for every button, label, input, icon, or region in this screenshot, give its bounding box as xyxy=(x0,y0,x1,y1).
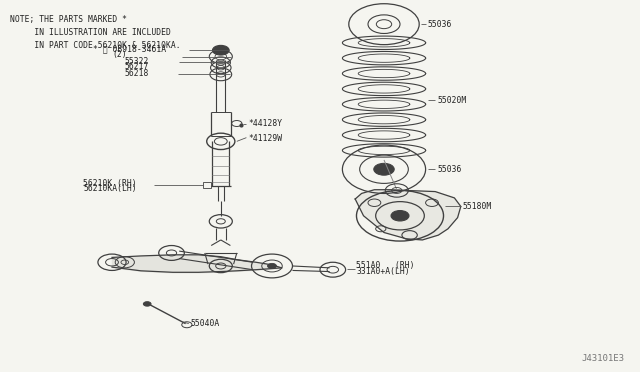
Text: IN PART CODE 56210K & 56210KA.: IN PART CODE 56210K & 56210KA. xyxy=(10,41,180,50)
Text: 56210KA(LH): 56210KA(LH) xyxy=(83,185,137,193)
Text: 55180M: 55180M xyxy=(462,202,492,211)
Text: * Ⓝ 0B918-3461A: * Ⓝ 0B918-3461A xyxy=(93,44,166,53)
Circle shape xyxy=(391,211,409,221)
Text: 56218: 56218 xyxy=(125,69,149,78)
Text: 55040A: 55040A xyxy=(190,319,220,328)
Text: (2): (2) xyxy=(112,50,127,59)
Text: *44128Y: *44128Y xyxy=(248,119,282,128)
Text: J43101E3: J43101E3 xyxy=(581,354,624,363)
Text: 56217: 56217 xyxy=(125,62,149,71)
Bar xyxy=(203,182,211,188)
Circle shape xyxy=(268,263,276,269)
Text: 551A0   (RH): 551A0 (RH) xyxy=(356,262,415,270)
Circle shape xyxy=(212,45,229,55)
Text: *41129W: *41129W xyxy=(248,134,282,143)
Text: NOTE; THE PARTS MARKED *: NOTE; THE PARTS MARKED * xyxy=(10,15,127,24)
Text: 55322: 55322 xyxy=(125,57,149,65)
Text: 331A0+A(LH): 331A0+A(LH) xyxy=(356,267,410,276)
Text: IN ILLUSTRATION ARE INCLUDED: IN ILLUSTRATION ARE INCLUDED xyxy=(10,28,170,37)
Text: 56210K (RH): 56210K (RH) xyxy=(83,179,137,187)
Circle shape xyxy=(374,163,394,175)
Text: 55036: 55036 xyxy=(428,20,452,29)
Circle shape xyxy=(143,302,151,306)
Text: 55036: 55036 xyxy=(437,165,461,174)
Text: 55020M: 55020M xyxy=(437,96,467,105)
Polygon shape xyxy=(355,190,461,240)
